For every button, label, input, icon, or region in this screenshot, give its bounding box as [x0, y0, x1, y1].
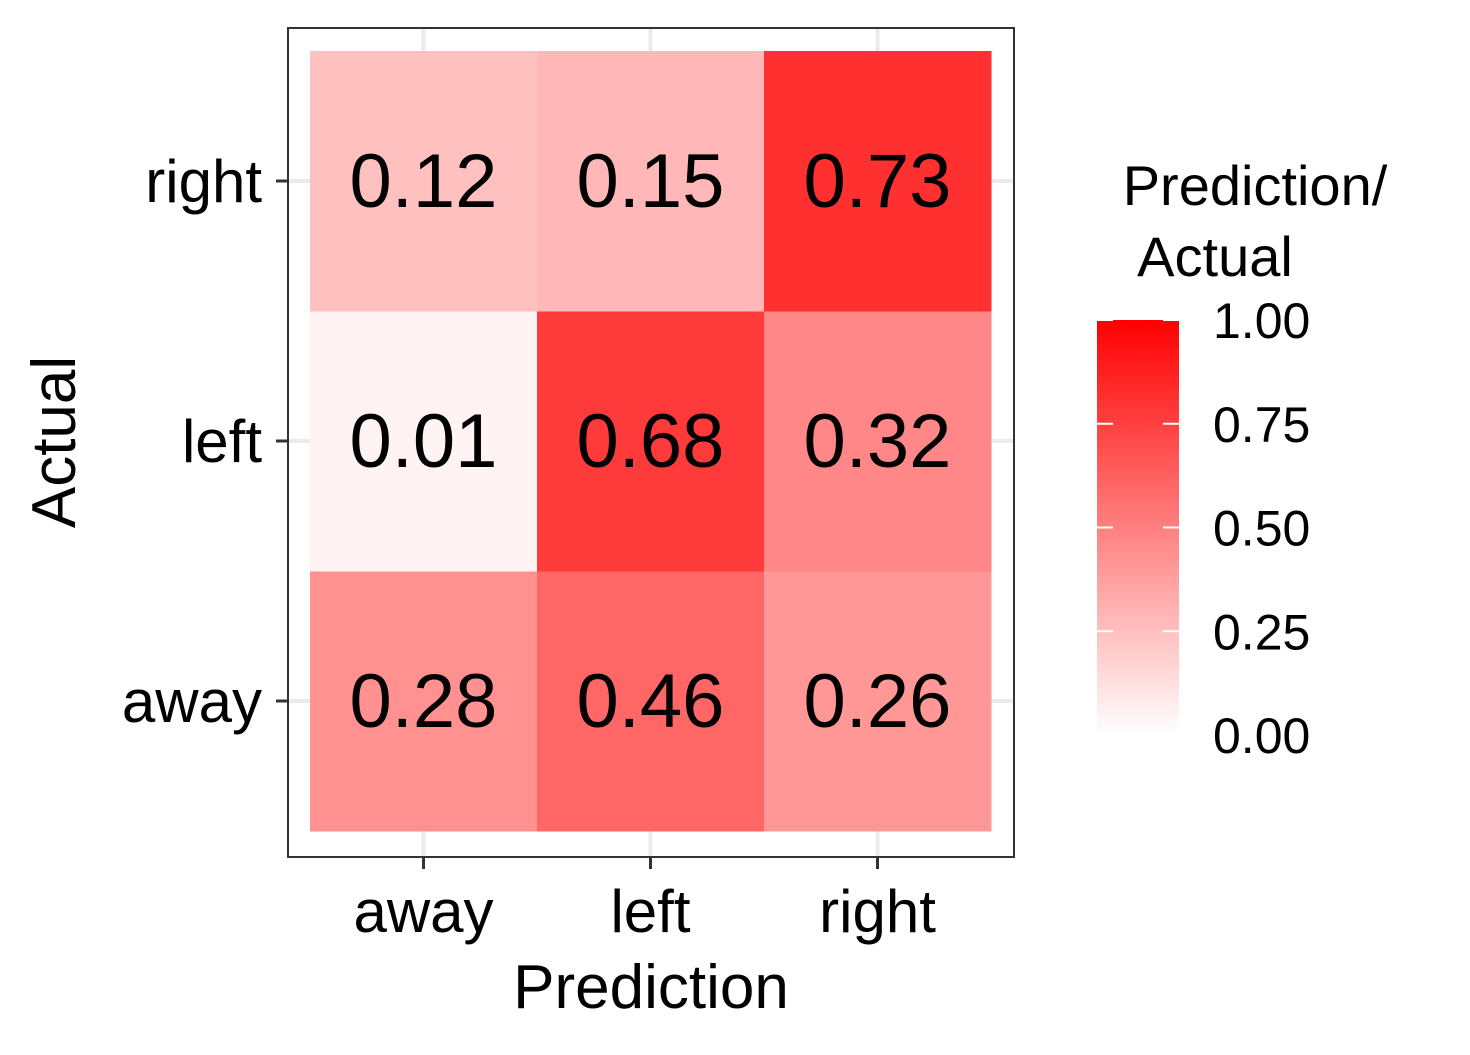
legend-tick-label: 0.50 [1213, 501, 1310, 557]
heatmap-cell-left-away [310, 311, 538, 572]
cell-value-label: 0.28 [350, 659, 498, 744]
color-legend: Prediction/ Actual 0.00 0.25 0.50 0.75 1.00 [1097, 154, 1388, 764]
x-tick-label: right [819, 878, 936, 945]
heatmap-cell-away-away [310, 571, 538, 832]
heatmap-cells: 0.28 0.46 0.26 0.01 0.68 0.32 0.12 0.15 0.73 [310, 51, 992, 832]
heatmap-cell-left-right [764, 311, 992, 572]
legend-tick-label: 0.00 [1213, 708, 1310, 764]
heatmap-cell-away-left [537, 571, 765, 832]
heatmap-cell-right-left [537, 51, 765, 312]
y-tick-label: left [182, 408, 262, 475]
legend-ticks: 0.00 0.25 0.50 0.75 1.00 [1097, 293, 1310, 764]
heatmap-cell-left-left [537, 311, 765, 572]
heatmap-cell-right-right [764, 51, 992, 312]
legend-tick-label: 0.25 [1213, 604, 1310, 660]
y-tick-label: away [122, 668, 262, 735]
heatmap-cell-right-away [310, 51, 538, 312]
cell-value-label: 0.73 [804, 139, 952, 224]
y-tick-label: right [145, 148, 262, 215]
cell-value-label: 0.46 [577, 659, 725, 744]
x-tick-label: away [353, 878, 493, 945]
cell-value-label: 0.68 [577, 399, 725, 484]
cell-value-label: 0.01 [350, 399, 498, 484]
legend-title-line-1: Prediction/ [1123, 154, 1388, 217]
cell-value-label: 0.15 [577, 139, 725, 224]
legend-tick-label: 1.00 [1213, 293, 1310, 349]
legend-tick-label: 0.75 [1213, 397, 1310, 453]
legend-title-line-2: Actual [1137, 225, 1293, 288]
heatmap-cell-away-right [764, 571, 992, 832]
cell-value-label: 0.32 [804, 399, 952, 484]
x-axis-title: Prediction [513, 953, 789, 1022]
x-tick-label: left [610, 878, 690, 945]
axes: away left right away left right [122, 148, 936, 945]
cell-value-label: 0.26 [804, 659, 952, 744]
y-axis-title: Actual [20, 356, 89, 528]
cell-value-label: 0.12 [350, 139, 498, 224]
